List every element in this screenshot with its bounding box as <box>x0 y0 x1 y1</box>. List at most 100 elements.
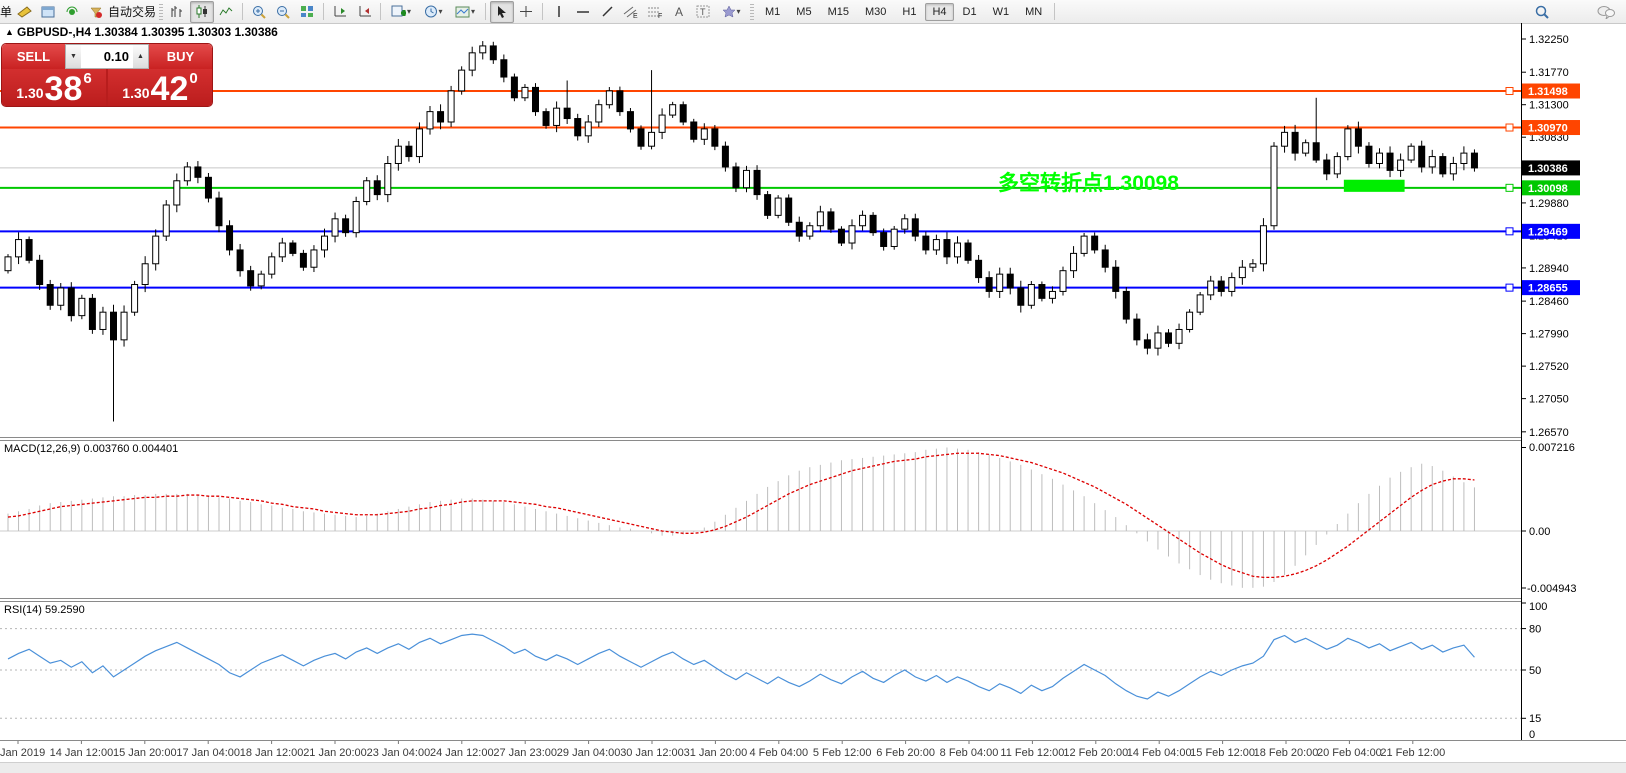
channel-icon[interactable]: E <box>619 1 643 23</box>
horizontal-line-icon[interactable] <box>571 1 595 23</box>
time-tick-label[interactable]: 18 Jan 12:00 <box>240 747 304 759</box>
time-tick-label[interactable]: 14 Feb 04:00 <box>1127 747 1192 759</box>
candle-body <box>985 277 993 292</box>
bar-chart-icon[interactable] <box>166 1 190 23</box>
label-icon[interactable]: T <box>691 1 715 23</box>
vertical-line-icon[interactable] <box>547 1 571 23</box>
timeframe-button-m30[interactable]: M30 <box>864 5 887 18</box>
candle-body <box>1080 235 1088 254</box>
candle-body <box>1027 284 1035 306</box>
buy-price-display[interactable]: 1.30 42 0 <box>108 69 212 106</box>
time-tick-label[interactable]: 20 Feb 04:00 <box>1317 747 1382 759</box>
time-tick-label[interactable]: 24 Jan 12:00 <box>430 747 494 759</box>
signals-icon[interactable] <box>60 1 84 23</box>
buy-button[interactable]: BUY <box>149 44 212 69</box>
time-tick-label[interactable]: 15 Jan 20:00 <box>113 747 177 759</box>
time-tick-label[interactable]: 14 Jan 12:00 <box>50 747 114 759</box>
price-badge[interactable] <box>1522 83 1580 99</box>
chart-shift-icon[interactable] <box>352 1 376 23</box>
candle-body <box>36 259 44 286</box>
time-tick-label[interactable]: 21 Jan 20:00 <box>303 747 367 759</box>
rsi-axis-0: 0 <box>1529 729 1535 741</box>
timeframe-button-mn[interactable]: MN <box>1025 5 1043 18</box>
new-chart-dropdown[interactable]: ▾ <box>385 1 417 23</box>
time-tick-label[interactable]: 8 Feb 04:00 <box>940 747 999 759</box>
volume-input[interactable]: 0.10 <box>103 49 129 64</box>
candle-body <box>648 131 656 147</box>
sell-price-point: 6 <box>83 70 92 87</box>
zoom-in-icon[interactable] <box>247 1 271 23</box>
fibonacci-icon[interactable]: F <box>643 1 667 23</box>
crosshair-icon[interactable] <box>514 1 538 23</box>
candle-body <box>943 239 951 258</box>
sell-price-display[interactable]: 1.30 38 6 <box>2 69 106 106</box>
turning-point-annotation[interactable]: 多空转折点1.30098 <box>998 171 1179 195</box>
rsi-layer <box>7 633 1475 700</box>
cursor-icon[interactable] <box>490 0 515 23</box>
time-tick-label[interactable]: 27 Jan 23:00 <box>493 747 557 759</box>
time-tick-label[interactable]: 23 Jan 04:00 <box>367 747 431 759</box>
volume-decrease-button[interactable]: ▼ <box>66 45 81 68</box>
time-tick-label[interactable]: 29 Jan 04:00 <box>557 747 621 759</box>
time-tick-label[interactable]: 6 Feb 20:00 <box>876 747 935 759</box>
candle-body <box>57 287 65 306</box>
pane-separator[interactable] <box>0 437 1521 438</box>
auto-scroll-icon[interactable] <box>328 1 352 23</box>
price-badge[interactable] <box>1522 223 1580 239</box>
candle-body <box>553 107 561 126</box>
pane-separator[interactable] <box>0 598 1521 599</box>
sell-button[interactable]: SELL <box>2 44 65 69</box>
auto-trading-icon[interactable] <box>84 1 108 23</box>
timeframe-button-w1[interactable]: W1 <box>992 5 1010 18</box>
time-tick-label[interactable]: 30 Jan 12:00 <box>620 747 684 759</box>
template-dropdown[interactable]: ▾ <box>449 1 481 23</box>
candle-body <box>542 111 550 126</box>
pane-separator[interactable] <box>0 440 1521 441</box>
chat-icon[interactable] <box>1594 1 1618 23</box>
price-badge[interactable] <box>1522 160 1580 176</box>
time-tick-label[interactable]: 1 Jan 2019 <box>0 747 45 759</box>
candle-body <box>299 252 307 268</box>
collapse-marker-icon[interactable]: ▲ <box>5 27 14 37</box>
time-tick-label[interactable]: 12 Feb 20:00 <box>1063 747 1128 759</box>
time-tick-label[interactable]: 31 Jan 20:00 <box>684 747 748 759</box>
timeframe-button-h1[interactable]: H1 <box>902 5 917 18</box>
chart-window-icon[interactable] <box>36 1 60 23</box>
time-tick-label[interactable]: 17 Jan 04:00 <box>176 747 240 759</box>
timeframe-button-m1[interactable]: M1 <box>765 5 781 18</box>
line-chart-icon[interactable] <box>214 1 238 23</box>
price-badge[interactable] <box>1522 280 1580 296</box>
time-tick-label[interactable]: 11 Feb 12:00 <box>1000 747 1064 759</box>
clipped-order-button[interactable]: 单 <box>0 5 12 19</box>
price-tick-label: 1.29880 <box>1529 198 1569 210</box>
time-tick-label[interactable]: 5 Feb 12:00 <box>813 747 872 759</box>
time-tick-label[interactable]: 18 Feb 20:00 <box>1254 747 1319 759</box>
candlestick-chart-icon[interactable] <box>190 0 215 23</box>
time-tick-label[interactable]: 15 Feb 12:00 <box>1190 747 1255 759</box>
shapes-dropdown[interactable]: ▾ <box>715 1 747 23</box>
timeframe-button-m5[interactable]: M5 <box>796 5 812 18</box>
highlight-rectangle[interactable] <box>1343 179 1405 192</box>
timeframe-button-h4[interactable]: H4 <box>925 2 954 21</box>
new-order-icon[interactable] <box>12 1 36 23</box>
pane-separator[interactable] <box>0 601 1521 602</box>
period-dropdown[interactable]: ▾ <box>417 1 449 23</box>
timeframe-button-d1[interactable]: D1 <box>962 5 977 18</box>
price-badge[interactable] <box>1522 180 1580 196</box>
volume-increase-button[interactable]: ▲ <box>133 45 148 68</box>
trendline-icon[interactable] <box>595 1 619 23</box>
timeframe-button-m15[interactable]: M15 <box>827 5 849 18</box>
search-icon[interactable] <box>1530 1 1554 23</box>
candle-body <box>837 228 845 244</box>
tile-windows-icon[interactable] <box>295 1 319 23</box>
time-tick-label[interactable]: 4 Feb 04:00 <box>749 747 808 759</box>
annotation-rect-layer <box>1343 179 1405 192</box>
time-tick-label[interactable]: 21 Feb 12:00 <box>1380 747 1445 759</box>
auto-trading-label[interactable]: 自动交易 <box>108 5 157 19</box>
price-badge[interactable] <box>1522 120 1580 136</box>
candle-body <box>721 145 729 168</box>
text-icon[interactable]: A <box>667 1 691 23</box>
zoom-out-icon[interactable] <box>271 1 295 23</box>
chart-area[interactable]: 1.322501.317701.313001.308301.303601.298… <box>0 23 1626 773</box>
candle-body <box>162 204 170 237</box>
